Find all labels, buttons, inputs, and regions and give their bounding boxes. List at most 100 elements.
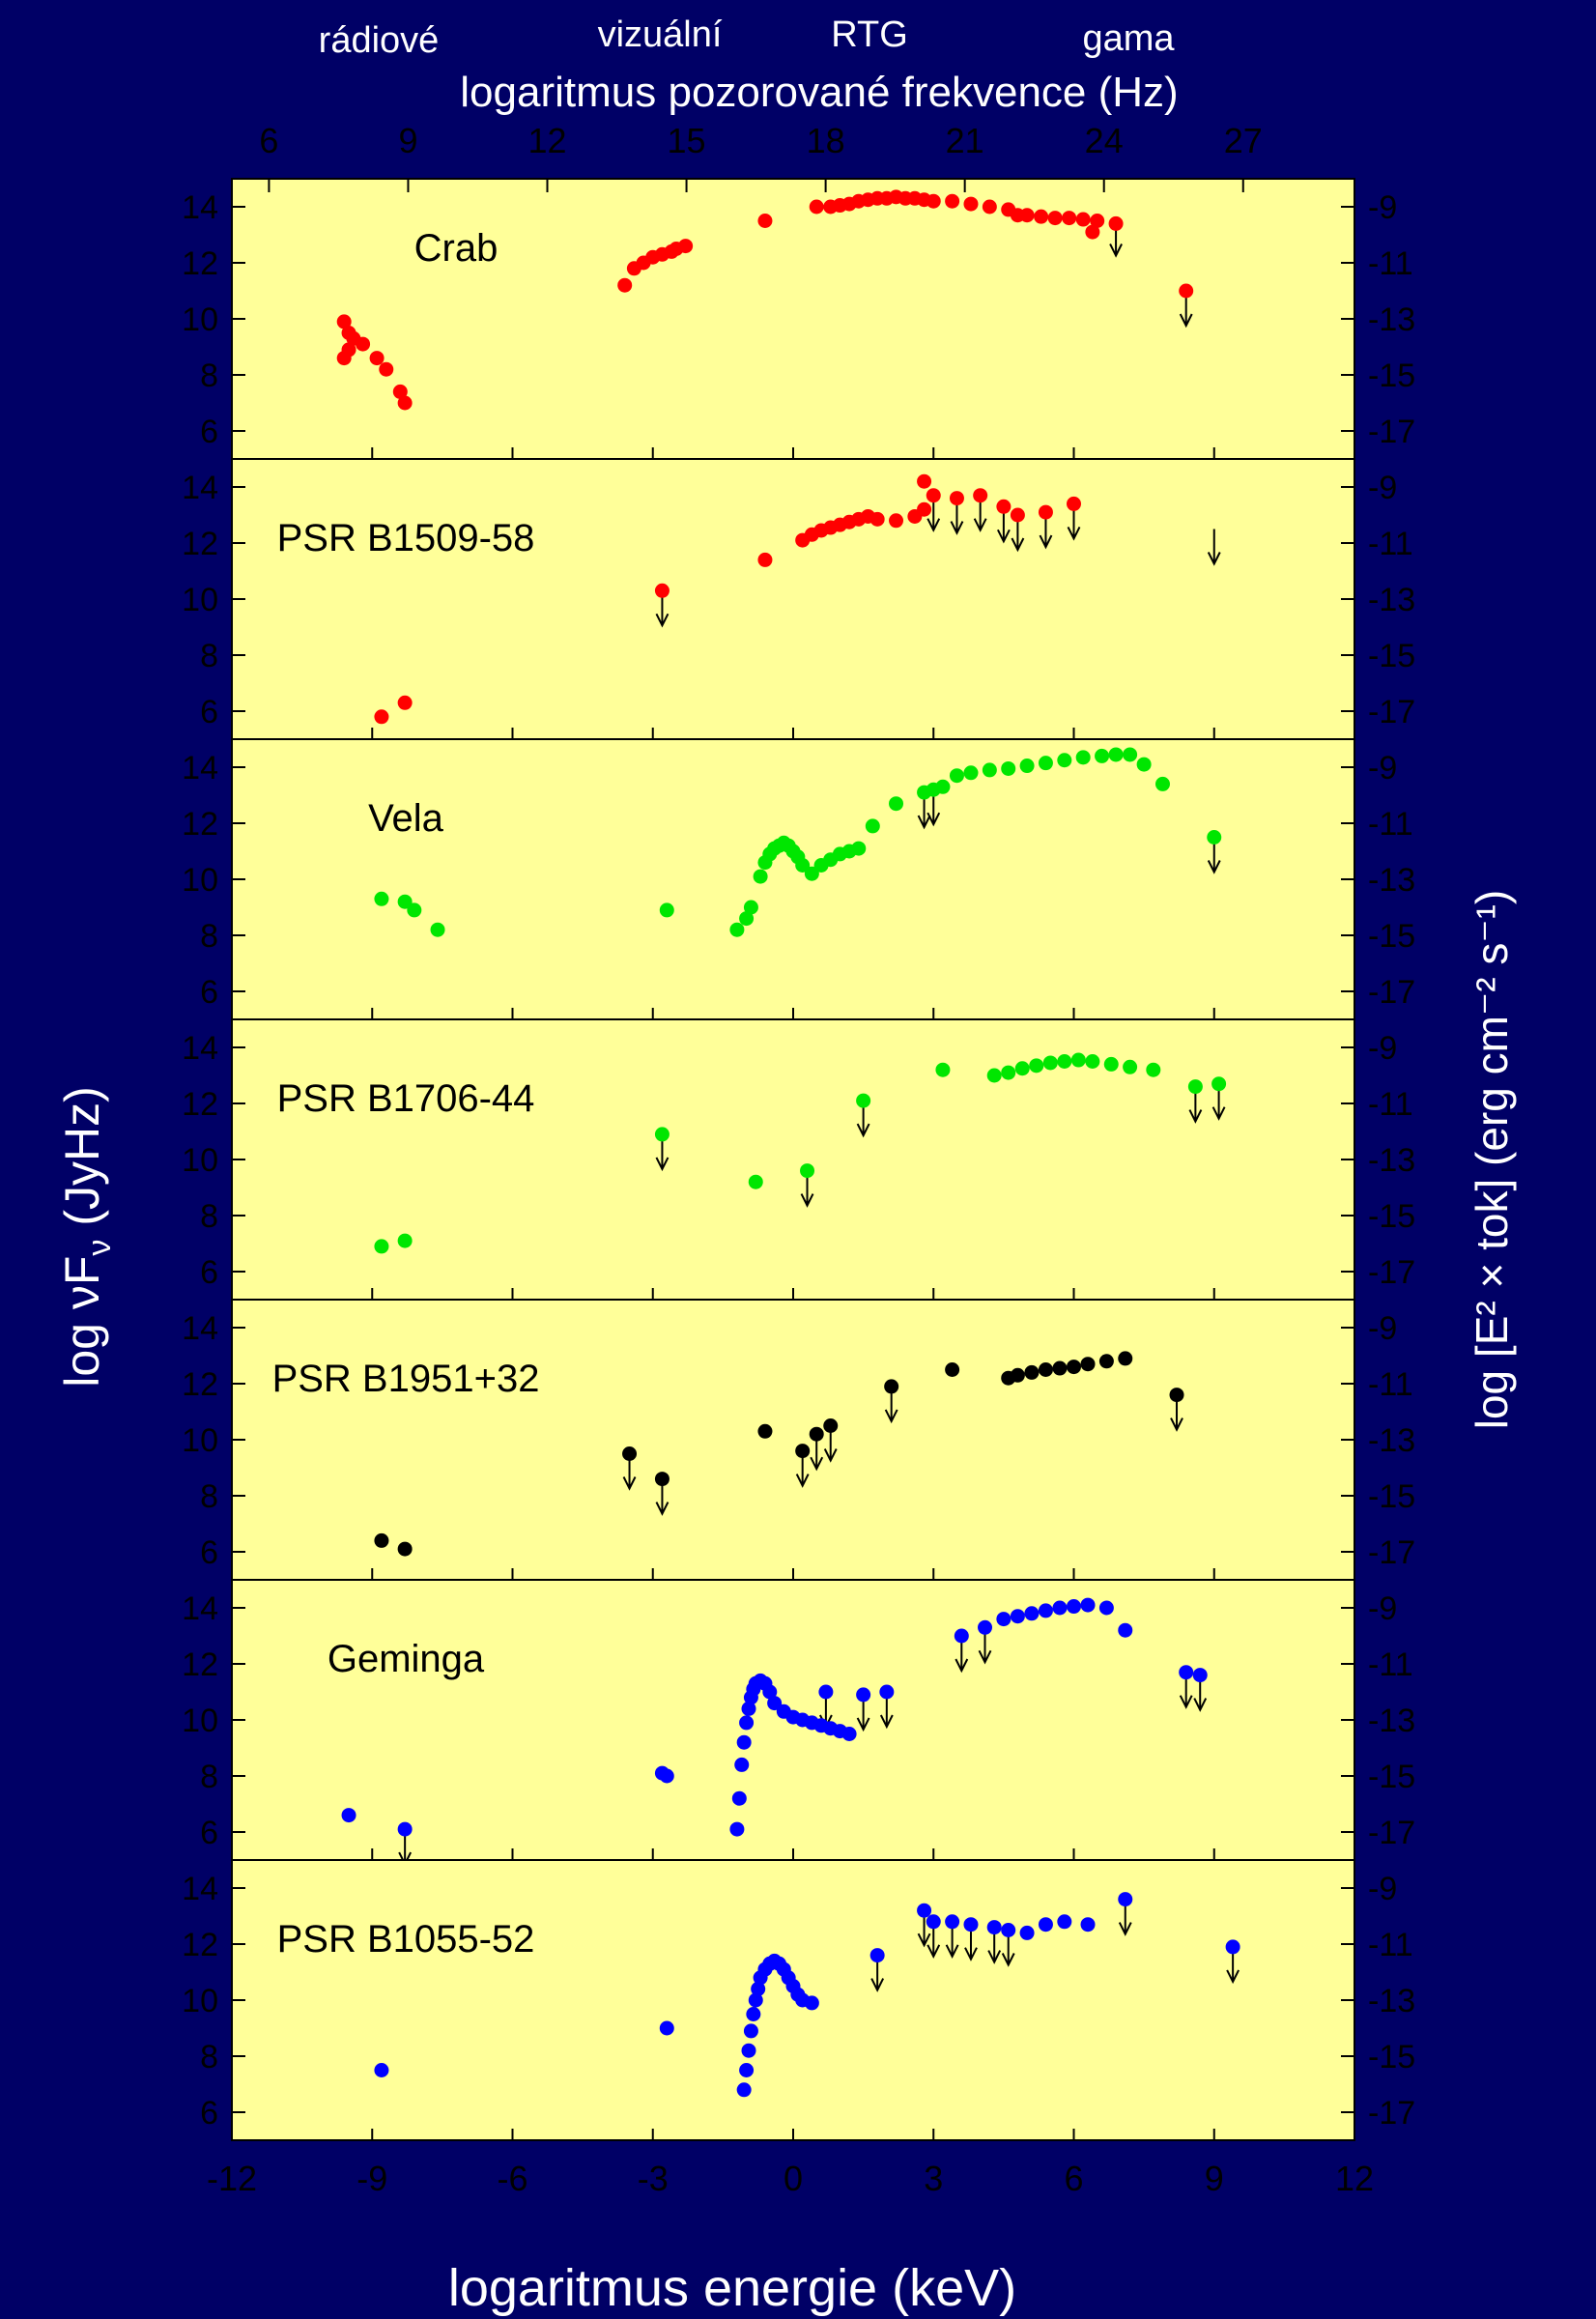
data-point (986, 1920, 1002, 1935)
data-point (1057, 1914, 1072, 1930)
panel-name: Vela (368, 797, 444, 840)
upper-limit-arrowhead (987, 1950, 1002, 1964)
y-tick-label-left: 8 (200, 358, 218, 394)
panel-name: Crab (414, 227, 499, 270)
data-point (1062, 211, 1077, 226)
upper-limit-arrowhead (1188, 1109, 1203, 1124)
data-point (1098, 1600, 1114, 1616)
y-tick-label-right: -9 (1368, 1590, 1397, 1627)
data-point (1225, 1939, 1240, 1955)
data-point (1038, 1362, 1053, 1377)
y-tick-label-right: -17 (1368, 2095, 1415, 2132)
data-point (659, 1768, 674, 1784)
data-point (865, 818, 880, 834)
data-point (1136, 757, 1152, 772)
data-point (1090, 214, 1105, 228)
data-point (841, 1727, 857, 1741)
data-point (1103, 1056, 1119, 1072)
panel-2: 6 8 10 12 14 -9 -11 -13 -15 -17 Vela (182, 738, 1415, 1020)
data-point (1001, 1065, 1016, 1080)
upper-limit-arrowhead (1109, 243, 1123, 258)
y-tick-label-left: 6 (200, 694, 218, 730)
data-point (659, 902, 674, 918)
data-point (1010, 507, 1025, 523)
data-point (1118, 1622, 1133, 1638)
y-tick-label-right: -13 (1368, 582, 1415, 618)
upper-limit-arrowhead (1001, 1953, 1015, 1967)
y-tick-label-right: -15 (1368, 1759, 1415, 1795)
data-point (397, 1233, 413, 1248)
data-point (795, 858, 811, 873)
y-tick-label-left: 12 (182, 1086, 218, 1123)
data-point (809, 1426, 824, 1442)
upper-limit-arrowhead (1207, 552, 1221, 566)
y-tick-label-right: -15 (1368, 358, 1415, 394)
data-point (1211, 1076, 1227, 1092)
data-point (1001, 760, 1016, 776)
data-point (1080, 1597, 1096, 1613)
x-tick-label: 9 (1205, 2159, 1224, 2198)
data-point (1123, 1059, 1138, 1074)
y-tick-label-left: 14 (182, 1871, 218, 1907)
y-tick-label-left: 8 (200, 1759, 218, 1795)
y-tick-label-left: 10 (182, 862, 218, 899)
x-tick-label: 12 (1335, 2159, 1374, 2198)
upper-limit-arrowhead (1179, 313, 1193, 329)
data-point (374, 1532, 389, 1548)
y-tick-label-left: 6 (200, 1254, 218, 1291)
y-tick-label-left: 8 (200, 1198, 218, 1235)
data-point (1057, 1054, 1072, 1069)
upper-limit-arrowhead (879, 1714, 894, 1730)
y-tick-label-right: -15 (1368, 1198, 1415, 1235)
data-point (374, 2063, 389, 2077)
data-point (926, 193, 941, 209)
x-tick-label: 3 (924, 2159, 943, 2198)
data-point (379, 361, 394, 377)
data-point (654, 583, 670, 598)
data-point (753, 869, 768, 884)
data-point (748, 1174, 763, 1189)
upper-limit-arrowhead (1118, 1922, 1132, 1936)
y-tick-label-left: 8 (200, 918, 218, 955)
top-tick-label: 21 (946, 121, 984, 160)
data-point (397, 1821, 413, 1837)
data-point (397, 1541, 413, 1557)
upper-limit-arrowhead (945, 1944, 959, 1960)
data-point (1067, 1360, 1081, 1375)
data-point (884, 1379, 899, 1394)
data-point (1085, 1054, 1100, 1069)
y-tick-label-left: 12 (182, 245, 218, 282)
data-point (659, 2020, 674, 2036)
y-tick-label-left: 14 (182, 1310, 218, 1347)
y-tick-label-right: -15 (1368, 918, 1415, 955)
data-point (1024, 1364, 1040, 1380)
data-point (1118, 1351, 1133, 1366)
y-tick-label-right: -9 (1368, 1871, 1397, 1907)
y-tick-label-left: 6 (200, 1534, 218, 1571)
top-tick-label: 6 (259, 121, 278, 160)
data-point (809, 199, 824, 215)
y-tick-label-right: -13 (1368, 1422, 1415, 1459)
data-point (1085, 224, 1100, 240)
y-tick-label-left: 6 (200, 974, 218, 1011)
upper-limit-arrowhead (800, 1193, 814, 1208)
y-tick-label-right: -11 (1368, 1086, 1413, 1123)
data-point (823, 1418, 839, 1433)
y-tick-label-right: -13 (1368, 1983, 1415, 2019)
data-point (804, 1995, 819, 2011)
panel-name: PSR B1706-44 (277, 1077, 535, 1120)
y-tick-label-left: 6 (200, 1815, 218, 1851)
y-tick-label-right: -9 (1368, 750, 1397, 787)
y-tick-label-left: 10 (182, 582, 218, 618)
left-axis-title: log νFν (JyHz) (55, 1086, 118, 1387)
data-point (804, 866, 819, 881)
data-point (1010, 1367, 1025, 1383)
data-point (356, 336, 371, 352)
data-point (996, 1612, 1012, 1627)
data-point (757, 1423, 773, 1439)
data-point (741, 2043, 756, 2058)
panel-6: 6 8 10 12 14 -9 -11 -13 -15 -17 PSR B1055-52 (182, 1859, 1415, 2141)
data-point (1169, 1388, 1184, 1403)
upper-limit-arrowhead (1067, 526, 1081, 541)
y-tick-label-left: 12 (182, 1646, 218, 1683)
